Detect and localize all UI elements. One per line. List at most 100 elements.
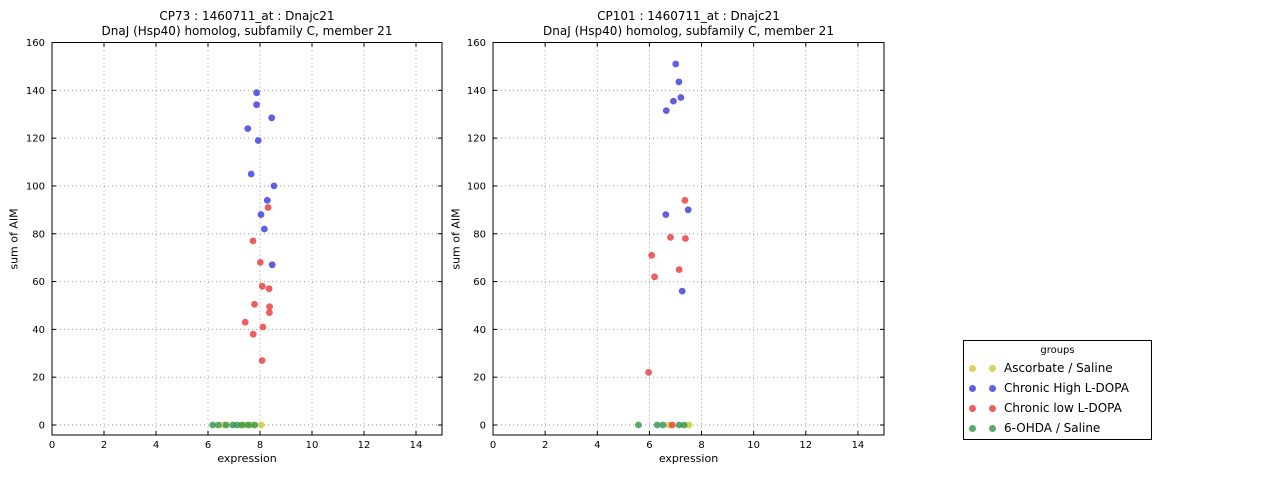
x-tick-label: 8 [257, 440, 263, 451]
data-point [675, 266, 683, 273]
data-point [251, 421, 259, 429]
y-tick-label: 20 [32, 373, 45, 384]
x-axis-label: expression [217, 452, 277, 465]
legend-marker-dot-icon [988, 384, 996, 392]
plot-title: CP73 : 1460711_at : Dnajc21 [159, 9, 335, 23]
legend-marker-dot-icon [968, 424, 976, 432]
legend-marker-dot-icon [988, 404, 996, 412]
data-point [249, 237, 257, 245]
y-tick-label: 0 [480, 421, 486, 432]
gridlines [493, 42, 884, 435]
data-point [254, 137, 262, 144]
x-tick-label: 2 [542, 440, 548, 451]
data-point [682, 235, 689, 242]
y-tick-label: 60 [32, 277, 45, 288]
x-tick-label: 6 [646, 440, 652, 451]
tick-marks [492, 42, 884, 435]
plot-subtitle: DnaJ (Hsp40) homolog, subfamily C, membe… [101, 23, 393, 38]
data-point [222, 421, 230, 429]
data-point [209, 421, 217, 429]
data-point [675, 78, 683, 86]
data-point [667, 233, 674, 241]
gridlines [52, 42, 442, 435]
legend-entry-chronic-low-l-dopa: Chronic low L-DOPA [964, 398, 1151, 418]
data-point [247, 170, 255, 178]
legend-marker-dot-icon [968, 404, 976, 412]
y-tick-label: 0 [39, 421, 45, 432]
x-tick-label: 12 [358, 440, 371, 451]
data-point [238, 421, 246, 429]
data-point [266, 309, 273, 316]
legend-entry-chronic-high-l-dopa: Chronic High L-DOPA [964, 378, 1151, 398]
y-tick-label: 20 [473, 373, 486, 384]
data-point [244, 421, 252, 429]
series-chronic-low-l-dopa [241, 204, 273, 364]
data-point [675, 421, 683, 429]
y-tick-label: 100 [26, 181, 45, 192]
data-point [668, 421, 676, 429]
legend-title: groups [1040, 345, 1075, 356]
data-point [257, 211, 265, 219]
plot-title-block-cp73: CP73 : 1460711_at : Dnajc21 DnaJ (Hsp40)… [52, 9, 442, 38]
x-tick-label: 8 [698, 440, 704, 451]
x-tick-label: 6 [205, 440, 211, 451]
y-tick-label: 140 [26, 86, 45, 97]
data-point [264, 204, 272, 211]
plot-title-block-cp101: CP101 : 1460711_at : Dnajc21 DnaJ (Hsp40… [493, 9, 884, 38]
legend-marker-dot-icon [988, 364, 996, 372]
data-point [261, 225, 268, 233]
series-6-ohda-saline [635, 421, 688, 429]
data-point [266, 303, 273, 311]
legend-entry-6-ohda-saline: 6-OHDA / Saline [964, 418, 1151, 438]
x-tick-label: 4 [153, 440, 159, 451]
data-point [241, 318, 249, 326]
legend-entry-label: 6-OHDA / Saline [1004, 421, 1101, 435]
series-6-ohda-saline [209, 421, 259, 429]
legend-entry-ascorbate-saline: Ascorbate / Saline [964, 358, 1151, 378]
data-point [233, 421, 241, 429]
data-point [244, 125, 252, 132]
data-point [653, 421, 661, 429]
y-tick-label: 120 [467, 134, 486, 145]
plot-subtitle: DnaJ (Hsp40) homolog, subfamily C, membe… [543, 23, 834, 38]
legend-marker-dot-icon [988, 424, 996, 432]
x-tick-label: 0 [49, 440, 55, 451]
data-point [684, 206, 692, 214]
data-point [258, 282, 266, 290]
y-tick-label: 160 [26, 38, 45, 49]
y-axis-label: sum of AIM [449, 208, 463, 270]
x-tick-label: 2 [101, 440, 107, 451]
y-tick-label: 40 [32, 325, 45, 336]
data-point [678, 287, 686, 295]
data-point [659, 421, 667, 429]
data-point [257, 421, 265, 429]
data-point [259, 323, 267, 331]
data-point [681, 196, 689, 204]
data-point [270, 182, 278, 190]
data-point [672, 60, 680, 68]
series-chronic-high-l-dopa [244, 89, 278, 269]
x-tick-label: 10 [747, 440, 760, 451]
y-tick-label: 80 [473, 229, 486, 240]
legend-marker-dot-icon [968, 364, 976, 372]
legend-marker-dot-icon [968, 384, 976, 392]
data-point [662, 107, 670, 114]
data-point [268, 114, 276, 122]
legend-entry-label: Chronic low L-DOPA [1004, 401, 1122, 415]
data-point [263, 196, 271, 204]
data-point [253, 101, 260, 109]
x-tick-label: 14 [852, 440, 865, 451]
data-point [680, 421, 688, 429]
data-point [648, 251, 656, 259]
data-point [268, 261, 276, 269]
legend-entry-label: Chronic High L-DOPA [1004, 381, 1129, 395]
y-axis-label: sum of AIM [7, 208, 21, 270]
data-point [685, 421, 693, 429]
y-tick-label: 140 [467, 86, 486, 97]
y-tick-label: 60 [473, 277, 486, 288]
y-tick-label: 120 [26, 134, 45, 145]
